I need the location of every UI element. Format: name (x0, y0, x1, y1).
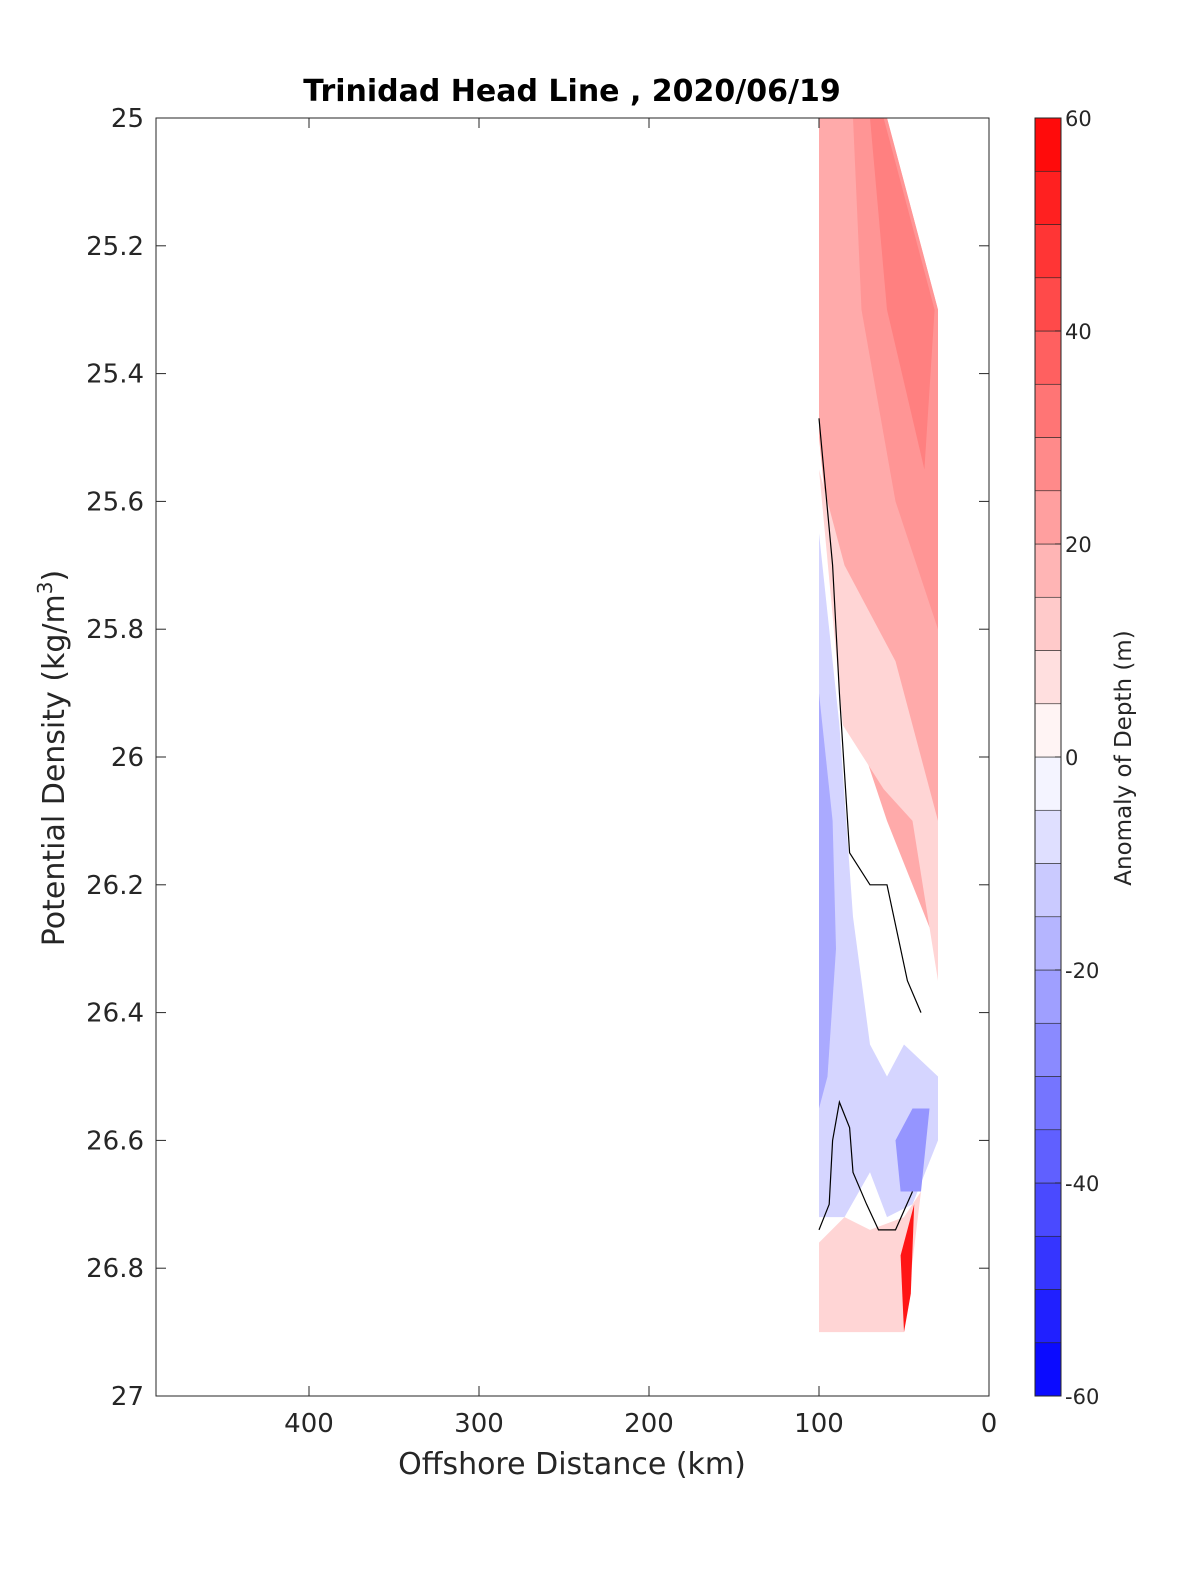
colorbar-label: Anomaly of Depth (m) (1111, 630, 1137, 885)
colorbar-segment (1034, 543, 1062, 598)
colorbar-tick-label: 20 (1065, 533, 1092, 557)
colorbar-segment (1034, 1235, 1062, 1290)
contour-region-deep-positive (819, 1191, 921, 1333)
contour-region-core-positive-2 (870, 118, 935, 470)
y-tick-label: 27 (111, 1382, 144, 1412)
colorbar-tick-label: 0 (1065, 746, 1078, 770)
contour-region-deep-positive-core (900, 1204, 915, 1333)
y-tick-label: 25.8 (86, 615, 144, 645)
zero-contour-line (818, 418, 922, 1013)
colorbar-tick-label: 60 (1065, 107, 1092, 131)
colorbar-segment (1034, 703, 1062, 758)
colorbar-segment (1034, 224, 1062, 279)
colorbar-segment (1034, 1342, 1062, 1397)
plot-area (155, 117, 990, 1397)
y-tick-label: 25 (111, 104, 144, 134)
colorbar-segment (1034, 916, 1062, 971)
colorbar: -60 -40 -20 0 20 40 60 (1034, 107, 1099, 1409)
y-tick-label: 26 (111, 743, 144, 773)
colorbar-segment (1034, 490, 1062, 545)
colorbar-tick-label: -20 (1065, 959, 1099, 983)
colorbar-segment (1034, 117, 1062, 172)
x-tick-label: 0 (981, 1409, 998, 1439)
colorbar-segment (1034, 1289, 1062, 1344)
x-tick-label: 300 (454, 1409, 504, 1439)
y-tick-label: 25.6 (86, 487, 144, 517)
colorbar-segment (1034, 437, 1062, 492)
y-tick-label: 26.4 (86, 999, 144, 1029)
zero-contour-line (818, 1099, 914, 1231)
y-axis-label-sup: 3 (33, 581, 57, 594)
colorbar-tick-label: -40 (1065, 1172, 1099, 1196)
y-tick-label: 25.2 (86, 232, 144, 262)
colorbar-segment (1034, 596, 1062, 651)
y-axis: 25 25.2 25.4 25.6 25.8 26 26.2 26.4 26.6 26.8 27 (86, 104, 989, 1412)
colorbar-segment (1034, 330, 1062, 385)
colorbar-segment (1034, 756, 1062, 811)
y-tick-label: 26.6 (86, 1126, 144, 1156)
contour-region-negative-pocket (895, 1108, 930, 1192)
y-axis-label-close: ) (37, 570, 72, 582)
colorbar-segment (1034, 969, 1062, 1024)
y-tick-label: 25.4 (86, 360, 144, 390)
y-tick-label: 26.2 (86, 871, 144, 901)
colorbar-segment (1034, 1076, 1062, 1131)
x-axis: 400 300 200 100 0 (284, 118, 997, 1439)
colorbar-segment (1034, 1129, 1062, 1184)
y-axis-label-main: Potential Density (kg/m (37, 594, 72, 946)
x-tick-label: 400 (284, 1409, 334, 1439)
contour-region-weak-positive (819, 469, 938, 981)
colorbar-segment (1034, 863, 1062, 918)
contour-region-negative-core (819, 693, 836, 1109)
x-tick-label: 100 (794, 1409, 844, 1439)
colorbar-tick-label: 40 (1065, 320, 1092, 344)
colorbar-tick-label: -60 (1065, 1385, 1099, 1409)
x-tick-label: 200 (624, 1409, 674, 1439)
colorbar-segment (1034, 1182, 1062, 1237)
colorbar-segment (1034, 383, 1062, 438)
x-axis-label: Offshore Distance (km) (398, 1447, 746, 1482)
colorbar-segment (1034, 650, 1062, 705)
colorbar-segment (1034, 170, 1062, 225)
y-axis-label: Potential Density (kg/m3) (33, 570, 72, 946)
colorbar-segment (1034, 277, 1062, 332)
colorbar-segment (1034, 809, 1062, 864)
colorbar-segment (1034, 1022, 1062, 1077)
y-tick-label: 26.8 (86, 1254, 144, 1284)
contour-region-negative-main (819, 533, 938, 1218)
chart-title: Trinidad Head Line , 2020/06/19 (303, 74, 840, 109)
contour-fills (818, 118, 938, 1333)
